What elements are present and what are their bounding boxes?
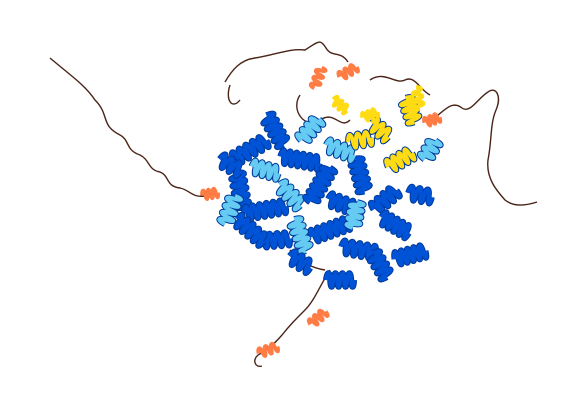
helix-9 xyxy=(307,215,354,245)
short-helix-ribbon xyxy=(308,65,328,91)
helix-ribbon xyxy=(258,230,292,250)
helix-layer xyxy=(200,63,444,358)
short-helix-ribbon xyxy=(336,63,360,81)
short-helix-ribbon xyxy=(331,94,349,116)
short-helix-ribbon xyxy=(256,341,281,358)
short-helix-8 xyxy=(331,94,349,116)
helix-ribbon xyxy=(344,200,366,230)
helix-23 xyxy=(383,146,418,174)
helix-ribbon xyxy=(295,116,326,143)
helix-ribbon xyxy=(324,271,356,289)
helix-ribbon xyxy=(417,138,443,162)
helix-22 xyxy=(248,157,282,183)
helix-ribbon xyxy=(287,216,313,255)
helix-25 xyxy=(345,129,376,151)
helix-ribbon xyxy=(369,117,392,144)
coil-tails xyxy=(49,41,538,368)
helix-ribbon xyxy=(339,238,381,262)
helix-26 xyxy=(368,116,393,145)
helix-27 xyxy=(416,137,444,162)
helix-18 xyxy=(391,242,430,268)
helix-ribbon xyxy=(368,186,402,213)
short-helix-2 xyxy=(336,63,360,81)
helix-6 xyxy=(275,178,305,213)
helix-ribbon xyxy=(229,135,271,165)
helix-ribbon xyxy=(398,94,422,126)
helix-ribbon xyxy=(303,165,338,204)
helix-ribbon xyxy=(406,184,434,206)
right-coil xyxy=(431,89,538,206)
helix-ribbon xyxy=(276,179,304,212)
helix-11 xyxy=(367,185,403,214)
helix-ribbon xyxy=(261,111,290,150)
helix-1 xyxy=(228,134,272,166)
helix-30 xyxy=(343,199,367,231)
helix-31 xyxy=(217,151,243,180)
short-helix-ribbon xyxy=(306,308,330,327)
helix-4 xyxy=(228,169,252,212)
helix-ribbon xyxy=(217,194,243,226)
helix-ribbon xyxy=(218,152,243,179)
helix-ribbon xyxy=(367,249,393,282)
helix-10 xyxy=(347,155,373,196)
short-helix-6 xyxy=(422,112,443,128)
short-helix-9 xyxy=(360,107,381,123)
short-helix-3 xyxy=(200,186,221,202)
helix-13 xyxy=(338,237,382,263)
helix-15 xyxy=(257,229,293,251)
helix-ribbon xyxy=(379,210,411,241)
helix-ribbon xyxy=(348,156,372,195)
helix-ribbon xyxy=(384,147,417,173)
helix-3 xyxy=(277,147,323,173)
helix-14 xyxy=(286,215,314,256)
helix-7 xyxy=(302,164,339,205)
helix-29 xyxy=(287,248,313,277)
short-helix-7 xyxy=(410,85,426,111)
helix-32 xyxy=(405,183,435,207)
helix-ribbon xyxy=(278,148,322,172)
helix-ribbon xyxy=(229,170,251,211)
helix-28 xyxy=(323,270,357,290)
short-helix-ribbon xyxy=(200,186,221,202)
bottom-coil xyxy=(254,269,331,368)
helix-20 xyxy=(323,136,357,164)
helix-ribbon xyxy=(346,130,375,150)
helix-17 xyxy=(216,193,244,227)
helix-19 xyxy=(366,248,394,283)
helix-ribbon xyxy=(308,216,353,244)
helix-21 xyxy=(294,115,327,144)
helix-16 xyxy=(233,211,268,249)
top-coil xyxy=(224,41,349,83)
short-helix-ribbon xyxy=(410,85,426,111)
short-helix-1 xyxy=(308,65,328,91)
helix-24 xyxy=(397,93,423,127)
helix-12 xyxy=(378,209,412,242)
helix-5 xyxy=(241,197,290,223)
helix-ribbon xyxy=(249,158,281,182)
helix-ribbon xyxy=(392,243,429,267)
short-helix-4 xyxy=(306,308,330,327)
helix-2 xyxy=(260,110,291,151)
helix-ribbon xyxy=(324,137,356,163)
short-helix-ribbon xyxy=(360,107,381,123)
short-helix-5 xyxy=(256,341,281,358)
helix-ribbon xyxy=(242,198,289,222)
helix-ribbon xyxy=(234,212,267,248)
helix-ribbon xyxy=(288,249,313,276)
n-terminal-coil xyxy=(49,57,206,198)
loop-a xyxy=(369,75,431,96)
short-helix-ribbon xyxy=(422,112,443,128)
loop-b xyxy=(227,84,241,105)
